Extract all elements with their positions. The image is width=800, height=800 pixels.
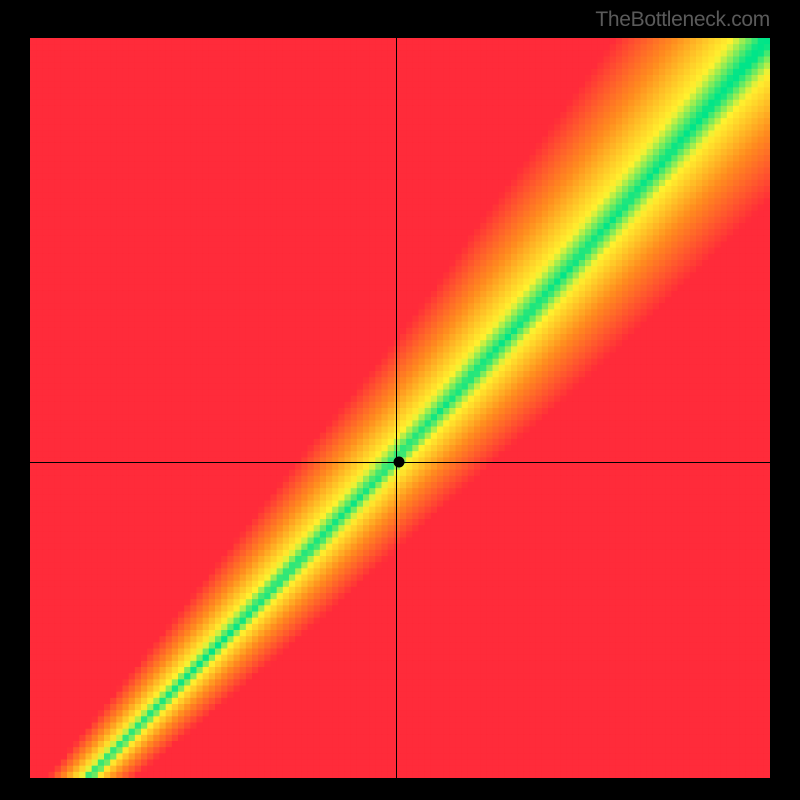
attribution-text: TheBottleneck.com: [595, 8, 770, 32]
heatmap-canvas: [30, 38, 770, 778]
heatmap-panel: [30, 38, 770, 778]
crosshair-vertical: [396, 38, 397, 778]
data-point-marker: [393, 457, 404, 468]
